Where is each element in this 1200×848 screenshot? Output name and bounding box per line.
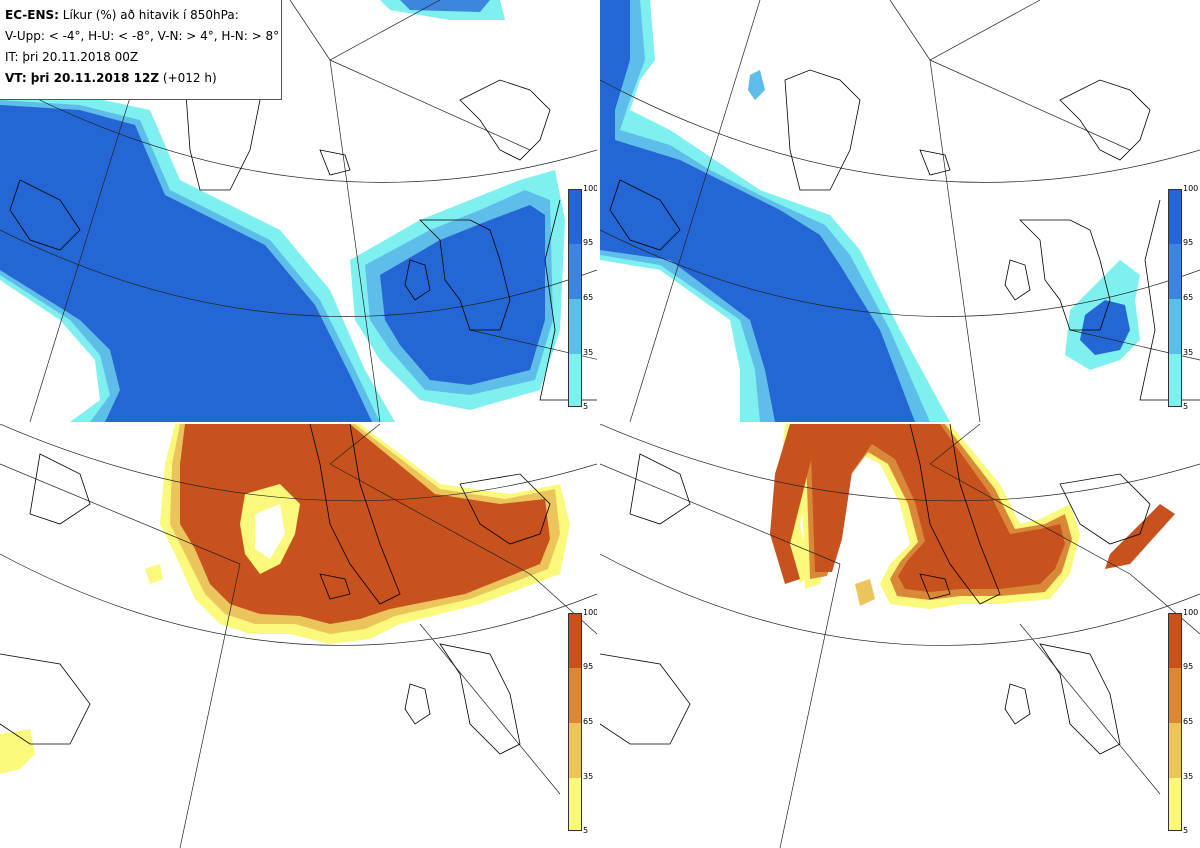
colorbar-tick-95: 95	[583, 238, 594, 247]
colorbar-bottom-right: 100 95 65 35 5	[1168, 609, 1200, 835]
graticule	[600, 424, 1200, 848]
prob-area-high-top	[400, 0, 490, 12]
colorbar-bottom-left: 100 95 65 35 5	[568, 609, 597, 835]
colorbar-tick-35: 35	[1183, 348, 1194, 357]
map-panel-top-right: 100 95 65 35 5	[600, 0, 1200, 422]
info-legend-line: V-Upp: < -4°, H-U: < -8°, V-N: > 4°, H-N…	[5, 29, 280, 43]
colorbar-tick-5: 5	[583, 402, 589, 411]
prob-spot-sw	[0, 729, 35, 774]
panel-divider-horizontal	[0, 422, 1200, 424]
prob-streak-east	[1105, 504, 1175, 569]
map-panel-bottom-right: 100 95 65 35 5	[600, 424, 1200, 848]
graticule	[600, 0, 1200, 422]
coastlines	[0, 424, 551, 755]
colorbar-tick-35: 35	[583, 348, 594, 357]
colorbar-tick-65: 65	[1183, 293, 1194, 302]
map-top-right	[600, 0, 1200, 422]
prob-area-high	[810, 424, 1065, 592]
prob-spot	[855, 579, 875, 606]
colorbar-tick-5: 5	[1183, 826, 1189, 835]
model-name: EC-ENS:	[5, 8, 59, 22]
colorbar-tick-100: 100	[1183, 184, 1199, 193]
colorbar-tick-65: 65	[1183, 717, 1194, 726]
panel-divider-vertical	[597, 0, 600, 848]
colorbar-tick-100: 100	[583, 608, 597, 617]
colorbar-top-left: 100 95 65 35 5	[568, 185, 597, 411]
map-panel-bottom-left: 100 95 65 35 5	[0, 424, 597, 848]
forecast-info-box: EC-ENS: Líkur (%) að hitavik í 850hPa: V…	[0, 0, 282, 100]
colorbar-tick-100: 100	[1183, 608, 1199, 617]
info-title: Líkur (%) að hitavik í 850hPa:	[58, 8, 239, 22]
map-bottom-right	[600, 424, 1200, 848]
colorbar-tick-65: 65	[583, 717, 594, 726]
info-initial-time: IT: þri 20.11.2018 00Z	[5, 50, 139, 64]
colorbar-top-right: 100 95 65 35 5	[1168, 185, 1200, 411]
prob-area-west-arm	[770, 424, 820, 584]
info-valid-time-line: VT: þri 20.11.2018 12Z (+012 h)	[5, 68, 281, 89]
map-panel-top-left: EC-ENS: Líkur (%) að hitavik í 850hPa: V…	[0, 0, 597, 422]
colorbar-tick-95: 95	[583, 662, 594, 671]
prob-area-high	[180, 424, 550, 624]
colorbar-tick-100: 100	[583, 184, 597, 193]
map-bottom-left	[0, 424, 597, 848]
prob-area-high	[600, 0, 915, 422]
coastlines	[9, 69, 597, 401]
coastlines	[600, 424, 1151, 755]
info-title-line: EC-ENS: Líkur (%) að hitavik í 850hPa:	[5, 5, 281, 26]
colorbar-tick-95: 95	[1183, 662, 1194, 671]
colorbar-tick-35: 35	[583, 772, 594, 781]
valid-offset: (+012 h)	[159, 71, 217, 85]
prob-hole-inner	[255, 504, 285, 559]
colorbar-tick-5: 5	[583, 826, 589, 835]
prob-spot	[145, 564, 163, 584]
map-top-left	[0, 0, 597, 422]
colorbar-tick-95: 95	[1183, 238, 1194, 247]
prob-area-high	[0, 105, 372, 422]
prob-area-small	[748, 70, 765, 100]
colorbar-tick-65: 65	[583, 293, 594, 302]
prob-area-high-east	[380, 205, 545, 385]
colorbar-tick-5: 5	[1183, 402, 1189, 411]
valid-time: VT: þri 20.11.2018 12Z	[5, 71, 160, 85]
coastlines	[609, 69, 1200, 401]
colorbar-tick-35: 35	[1183, 772, 1194, 781]
